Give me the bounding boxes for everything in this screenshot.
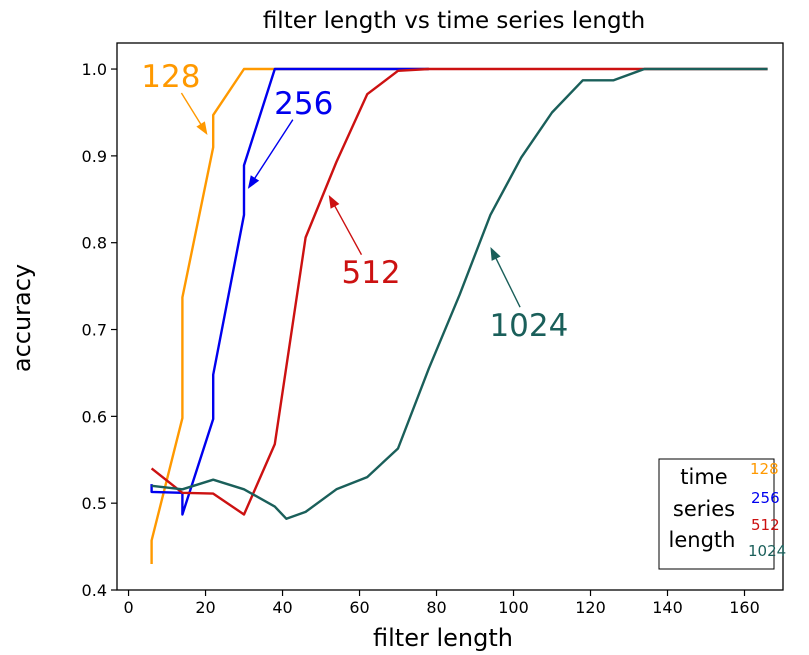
series-lines [150, 67, 768, 564]
x-tick-label: 20 [195, 598, 215, 617]
axes-frame [116, 42, 784, 591]
x-axis-title: filter length [373, 624, 513, 652]
legend-entry-512: 512 [751, 516, 780, 534]
legend-title-line-2: series [673, 497, 735, 521]
x-tick-label: 100 [498, 598, 529, 617]
series-line-128 [150, 67, 429, 564]
y-axis: 0.4 0.5 0.6 0.7 0.8 0.9 1.0 [82, 60, 117, 600]
y-tick-label: 1.0 [82, 60, 107, 79]
series-line-1024 [151, 67, 768, 520]
annotation-label-1024: 1024 [489, 308, 568, 344]
y-axis-title: accuracy [8, 264, 36, 372]
annotation-arrow-256 [251, 119, 294, 183]
legend-title-line-3: length [669, 528, 736, 552]
legend-box [658, 458, 775, 570]
y-tick-label: 0.5 [82, 494, 107, 513]
x-tick-label: 60 [349, 598, 369, 617]
annotation-arrow-128 [180, 92, 204, 129]
y-tick-label: 0.7 [82, 321, 107, 340]
annotation-arrowhead-1024 [490, 247, 501, 261]
annotation-label-512: 512 [341, 255, 400, 291]
y-tick-label: 0.8 [82, 234, 107, 253]
legend-title-line-1: time [680, 465, 727, 489]
annotation-label-128: 128 [141, 59, 200, 95]
legend: time series length 128 256 512 1024 [658, 458, 786, 570]
annotation-arrow-1024 [493, 253, 521, 308]
x-tick-label: 0 [123, 598, 133, 617]
annotation-arrowhead-128 [196, 121, 208, 136]
series-line-256 [150, 67, 429, 516]
annotations: 128 256 512 1024 [141, 59, 568, 344]
x-tick-label: 40 [272, 598, 292, 617]
x-tick-label: 160 [729, 598, 760, 617]
annotation-arrowhead-512 [328, 194, 340, 209]
plot-area [116, 42, 784, 591]
annotation-label-256: 256 [274, 86, 333, 122]
y-tick-label: 0.6 [82, 407, 107, 426]
x-axis: 0 20 40 60 80 100 120 140 160 [123, 590, 760, 617]
legend-entry-256: 256 [751, 489, 780, 507]
y-tick-label: 0.4 [82, 581, 107, 600]
legend-entry-1024: 1024 [748, 542, 786, 560]
x-tick-label: 80 [426, 598, 446, 617]
chart-title: filter length vs time series length [263, 8, 645, 34]
x-tick-label: 120 [575, 598, 606, 617]
y-tick-label: 0.9 [82, 147, 107, 166]
annotation-arrowhead-256 [247, 175, 260, 189]
annotation-arrow-512 [331, 201, 363, 256]
legend-entry-128: 128 [750, 460, 779, 478]
x-tick-label: 140 [652, 598, 683, 617]
